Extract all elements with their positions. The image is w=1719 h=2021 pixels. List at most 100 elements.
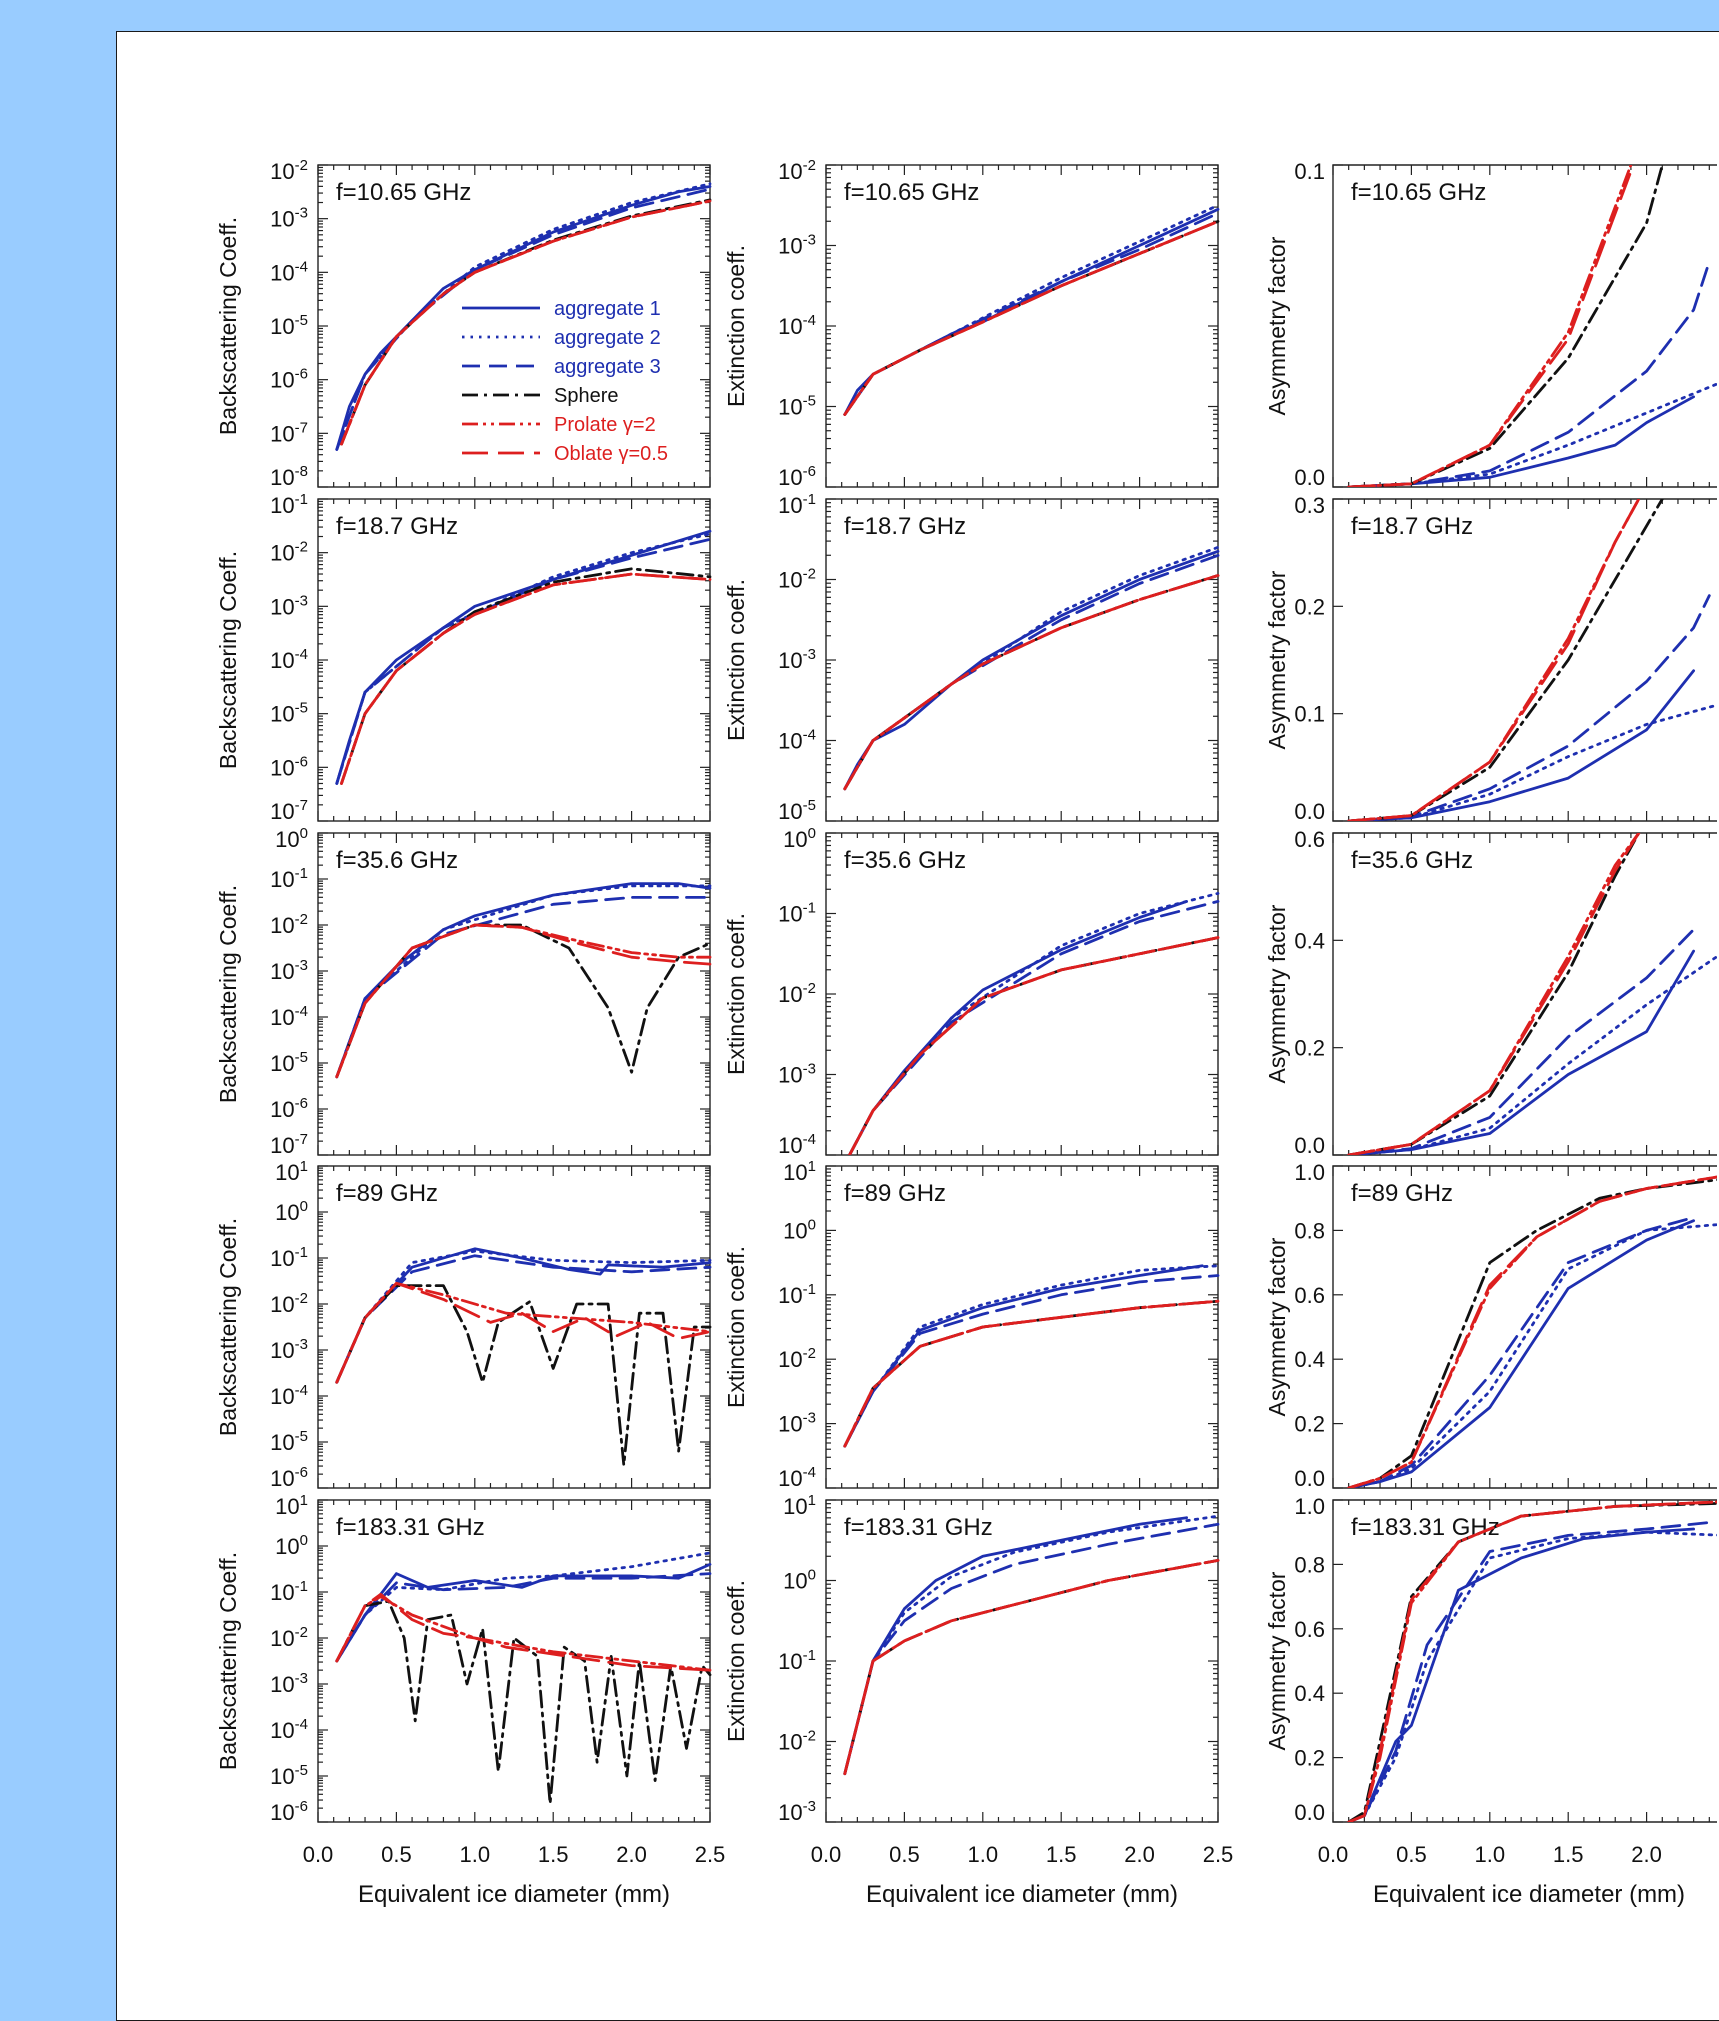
- y-tick-label: 0.4: [1294, 1681, 1325, 1706]
- series-group: [1347, 499, 1717, 821]
- y-tick-label: 10-3: [778, 646, 816, 673]
- series-line-sphere: [1347, 1178, 1717, 1488]
- axis-frame: [1332, 832, 1717, 1156]
- y-tick-label: 0.8: [1294, 1218, 1325, 1243]
- series-line-oblate-0-5: [1347, 1500, 1717, 1822]
- frequency-label: f=10.65 GHz: [336, 179, 471, 206]
- legend-label: Sphere: [554, 385, 619, 407]
- x-tick-label: 1.5: [1046, 1842, 1077, 1867]
- series-line-sphere: [848, 936, 1220, 1155]
- y-tick-label: 101: [783, 1492, 816, 1519]
- figure-sheet: 10-8 10-7 10-6 10-5 10-4 10-3 10-2 Backscatteri…: [116, 31, 1719, 2021]
- frequency-label: f=10.65 GHz: [1351, 179, 1486, 206]
- series-line-aggregate-2: [335, 884, 712, 1079]
- axis-frame: [1332, 1165, 1717, 1489]
- frequency-label: f=89 GHz: [1351, 1180, 1453, 1207]
- series-line-aggregate-3: [335, 896, 712, 1079]
- y-tick-label: 101: [275, 1158, 308, 1185]
- series-line-sphere: [843, 574, 1220, 791]
- y-tick-label: 10-5: [270, 1049, 308, 1076]
- series-group: [848, 892, 1220, 1155]
- frequency-label: f=183.31 GHz: [844, 1514, 993, 1541]
- axis-frame: [317, 1165, 711, 1489]
- series-line-aggregate-1: [843, 549, 1220, 791]
- y-tick-label: 10-3: [270, 957, 308, 984]
- y-tick-label: 10-6: [270, 366, 308, 393]
- frequency-label: f=35.6 GHz: [844, 847, 966, 874]
- y-axis-label: Extinction coeff.: [723, 579, 749, 741]
- x-axis-label: Equivalent ice diameter (mm): [358, 1881, 670, 1908]
- x-tick-label: 0.0: [303, 1842, 334, 1867]
- series-group: [843, 545, 1220, 791]
- y-tick-label: 10-1: [270, 1578, 308, 1605]
- series-line-aggregate-2: [1347, 1223, 1717, 1488]
- y-tick-label: 10-2: [270, 157, 308, 184]
- panel-asym-row-3: 0.0 0.2 0.4 0.6 Asymmetry factor f=35.6 GHz: [1264, 827, 1717, 1158]
- series-line-aggregate-2: [1347, 382, 1717, 487]
- y-tick-label: 10-4: [778, 727, 816, 754]
- panel-ext-row-4: 10-4 10-3 10-2 10-1 100 101 Extinction coeff. f…: [723, 1158, 1220, 1491]
- series-line-sphere: [340, 198, 712, 446]
- y-tick-label: 0.0: [1294, 1466, 1325, 1491]
- y-tick-label: 100: [783, 825, 816, 852]
- series-line-prolate-2: [843, 1299, 1220, 1448]
- series-line-aggregate-2: [843, 1514, 1220, 1776]
- series-line-prolate-2: [1347, 833, 1641, 1155]
- x-axis-label: Equivalent ice diameter (mm): [866, 1881, 1178, 1908]
- series-line-sphere: [335, 1284, 712, 1467]
- y-tick-label: 100: [275, 825, 308, 852]
- series-line-sphere: [335, 1599, 712, 1805]
- y-tick-label: 10-1: [270, 1244, 308, 1271]
- x-tick-label: 1.5: [1553, 1842, 1584, 1867]
- y-axis-label: Asymmetry factor: [1264, 904, 1290, 1083]
- series-line-oblate-0-5: [843, 1559, 1220, 1776]
- y-tick-label: 10-2: [778, 1728, 816, 1755]
- y-axis-label: Extinction coeff.: [723, 1246, 749, 1408]
- series-line-prolate-2: [843, 220, 1220, 416]
- y-tick-label: 10-6: [270, 1798, 308, 1825]
- series-group: [1347, 833, 1717, 1155]
- y-tick-label: 100: [275, 1532, 308, 1559]
- x-tick-label: 2.0: [616, 1842, 647, 1867]
- series-line-oblate-0-5: [843, 220, 1220, 416]
- x-tick-label: 2.0: [1631, 1842, 1662, 1867]
- legend-label: aggregate 1: [554, 298, 661, 320]
- y-tick-label: 10-2: [778, 157, 816, 184]
- y-tick-label: 10-3: [778, 1061, 816, 1088]
- y-tick-label: 10-5: [270, 1428, 308, 1455]
- x-tick-label: 1.0: [1475, 1842, 1506, 1867]
- series-line-aggregate-3: [335, 1254, 712, 1384]
- series-line-aggregate-1: [1347, 1219, 1695, 1488]
- y-tick-label: 10-3: [778, 232, 816, 259]
- y-tick-label: 10-2: [270, 1290, 308, 1317]
- series-line-aggregate-3: [335, 187, 712, 451]
- y-axis-label: Backscattering Coeff.: [215, 551, 241, 769]
- y-tick-label: 0.2: [1294, 1746, 1325, 1771]
- panel-asym-row-5: 0.0 0.2 0.4 0.6 0.8 1.0 Asymmetry factor f=183.…: [1264, 1494, 1717, 1825]
- y-tick-label: 0.2: [1294, 1412, 1325, 1437]
- frequency-label: f=183.31 GHz: [336, 1514, 485, 1541]
- legend-label: Oblate γ=0.5: [554, 443, 668, 465]
- panel-ext-row-2: 10-5 10-4 10-3 10-2 10-1 Extinction coeff. f=1…: [723, 491, 1220, 824]
- series-line-oblate-0-5: [1347, 170, 1633, 487]
- y-tick-label: 10-5: [778, 797, 816, 824]
- series-group: [843, 1514, 1220, 1776]
- y-tick-label: 10-1: [778, 1281, 816, 1308]
- y-tick-label: 10-1: [270, 865, 308, 892]
- legend-label: aggregate 3: [554, 356, 661, 378]
- series-line-prolate-2: [340, 199, 712, 446]
- y-tick-label: 10-5: [778, 393, 816, 420]
- axis-frame: [1332, 498, 1717, 822]
- y-tick-label: 10-2: [270, 539, 308, 566]
- y-axis-label: Asymmetry factor: [1264, 570, 1290, 749]
- y-tick-label: 0.0: [1294, 465, 1325, 490]
- series-line-aggregate-3: [1347, 1521, 1711, 1822]
- panel-back-row-5: 10-6 10-5 10-4 10-3 10-2 10-1 100 101 Backscatte…: [215, 1492, 712, 1825]
- y-tick-label: 100: [783, 1216, 816, 1243]
- series-line-aggregate-3: [1347, 1216, 1695, 1488]
- x-tick-label: 0.5: [1396, 1842, 1427, 1867]
- series-line-aggregate-1: [848, 900, 1188, 1155]
- panel-ext-row-5: 10-3 10-2 10-1 100 101 Extinction coeff. f=183…: [723, 1492, 1220, 1825]
- y-tick-label: 10-7: [270, 419, 308, 446]
- series-group: [335, 1551, 712, 1805]
